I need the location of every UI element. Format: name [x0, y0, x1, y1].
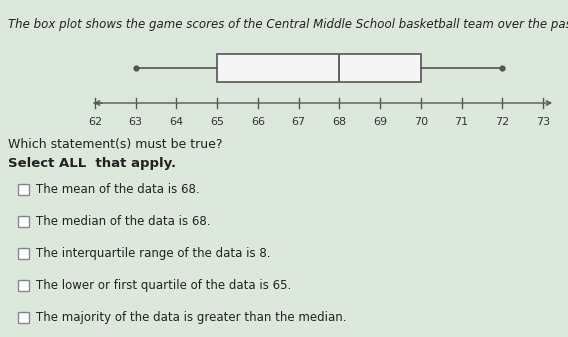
Text: 65: 65 [210, 117, 224, 127]
Text: 62: 62 [88, 117, 102, 127]
Text: The lower or first quartile of the data is 65.: The lower or first quartile of the data … [36, 279, 291, 292]
Text: The interquartile range of the data is 8.: The interquartile range of the data is 8… [36, 247, 270, 260]
Text: The majority of the data is greater than the median.: The majority of the data is greater than… [36, 311, 346, 324]
Bar [217, 54, 421, 82]
Text: 66: 66 [251, 117, 265, 127]
Text: 68: 68 [332, 117, 346, 127]
Text: 67: 67 [291, 117, 306, 127]
Text: 63: 63 [129, 117, 143, 127]
Text: 70: 70 [414, 117, 428, 127]
Bar [18, 312, 29, 323]
Text: 71: 71 [454, 117, 469, 127]
Text: 72: 72 [495, 117, 509, 127]
Text: The median of the data is 68.: The median of the data is 68. [36, 215, 211, 228]
Text: The mean of the data is 68.: The mean of the data is 68. [36, 183, 199, 196]
Bar [18, 216, 29, 227]
Text: 64: 64 [169, 117, 183, 127]
Text: The box plot shows the game scores of the Central Middle School basketball team : The box plot shows the game scores of th… [8, 18, 568, 31]
Text: 73: 73 [536, 117, 550, 127]
Text: 69: 69 [373, 117, 387, 127]
Bar [18, 248, 29, 259]
Bar [18, 184, 29, 195]
Bar [18, 280, 29, 291]
Text: Which statement(s) must be true?: Which statement(s) must be true? [8, 138, 223, 151]
Text: Select ALL  that apply.: Select ALL that apply. [8, 157, 176, 170]
